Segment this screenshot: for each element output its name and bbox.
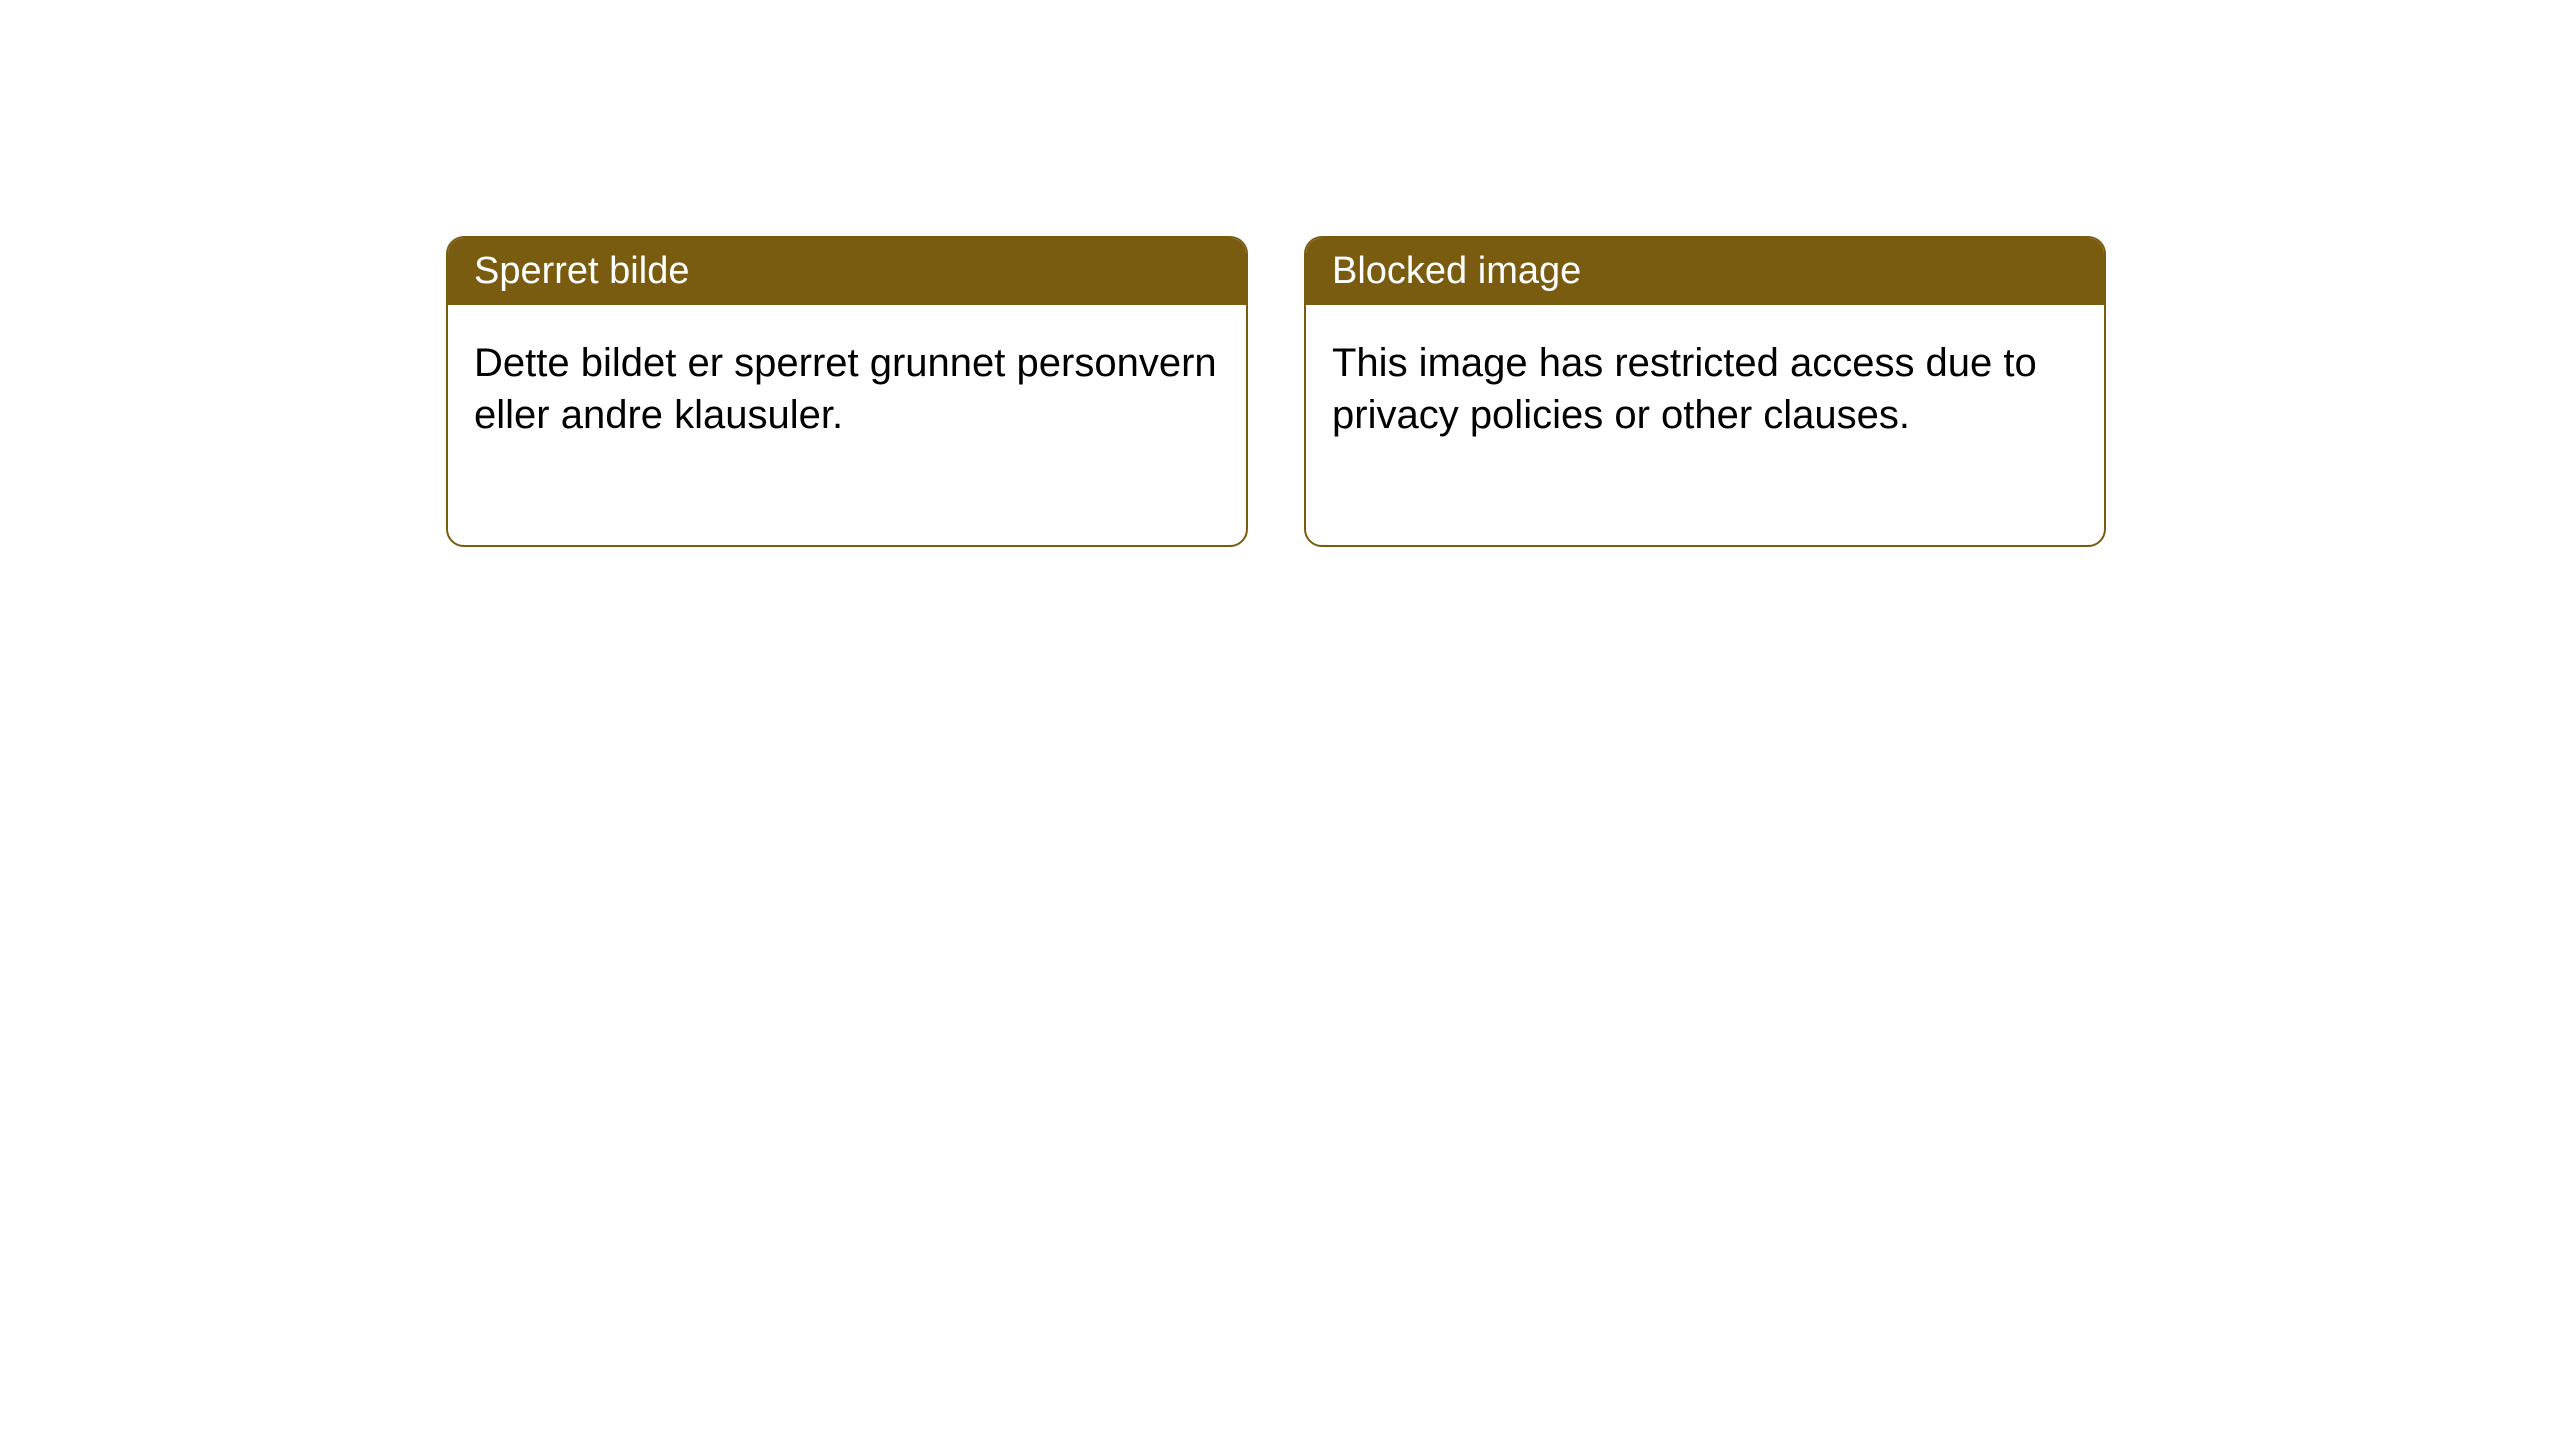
notice-container: Sperret bilde Dette bildet er sperret gr… xyxy=(446,236,2106,547)
notice-body: Dette bildet er sperret grunnet personve… xyxy=(448,305,1246,545)
notice-body: This image has restricted access due to … xyxy=(1306,305,2104,545)
notice-header: Sperret bilde xyxy=(448,238,1246,305)
notice-body-text: Dette bildet er sperret grunnet personve… xyxy=(474,341,1217,437)
notice-card-norwegian: Sperret bilde Dette bildet er sperret gr… xyxy=(446,236,1248,547)
notice-header: Blocked image xyxy=(1306,238,2104,305)
notice-title: Blocked image xyxy=(1332,250,1581,292)
notice-body-text: This image has restricted access due to … xyxy=(1332,341,2037,437)
notice-card-english: Blocked image This image has restricted … xyxy=(1304,236,2106,547)
notice-title: Sperret bilde xyxy=(474,250,689,292)
